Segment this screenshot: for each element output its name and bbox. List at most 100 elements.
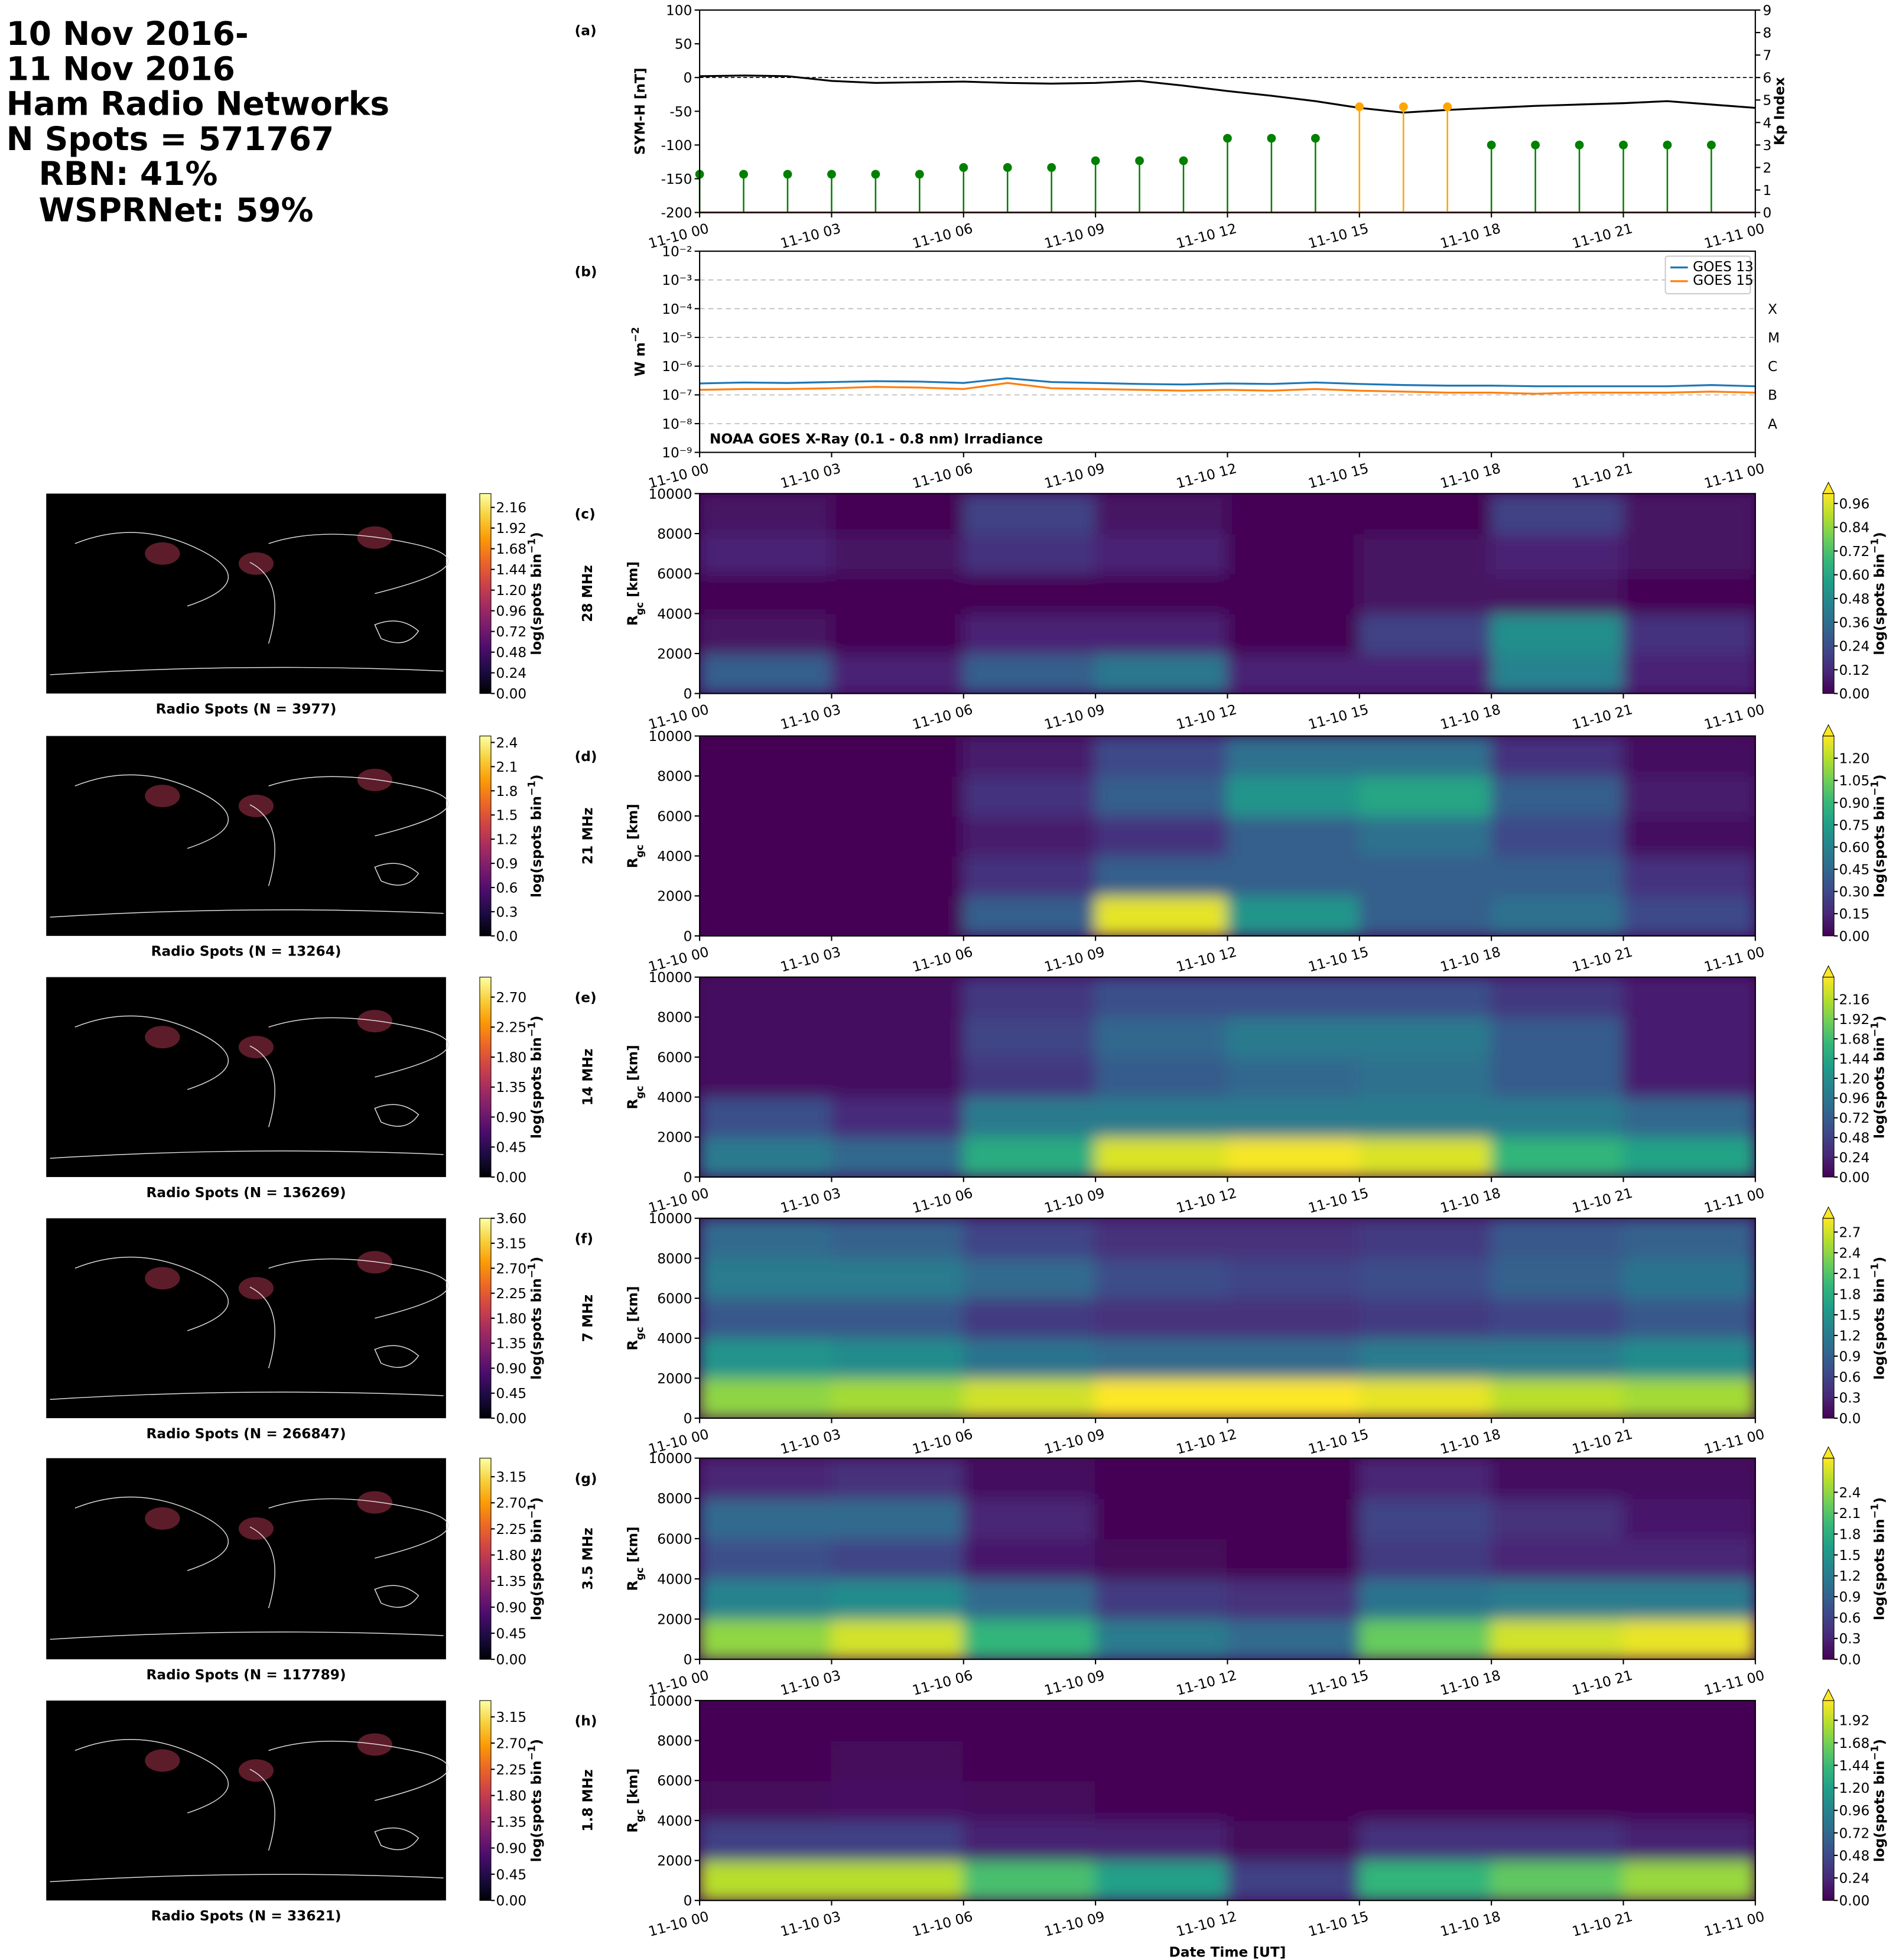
y-tick-label: 8000 — [657, 1733, 692, 1749]
x-tick-label: 11-10 12 — [1175, 1668, 1238, 1699]
x-tick-label: 11-11 00 — [1702, 1185, 1766, 1216]
heatmap-cell — [700, 1780, 833, 1821]
x-tick-label: 11-11 00 — [1702, 1426, 1766, 1458]
colorbar-label-part: −1 — [526, 781, 538, 796]
heatmap-cell — [1227, 775, 1360, 817]
band-label: 7 MHz — [580, 1295, 596, 1342]
heatmap-cell — [962, 895, 1097, 936]
y-tick-label: 0 — [1763, 205, 1772, 221]
heatmap-cell — [1358, 1016, 1492, 1058]
heatmap-cell — [1227, 1257, 1360, 1299]
series-line — [700, 74, 1755, 114]
colorbar-tick-label: 1.8 — [1839, 1287, 1861, 1303]
colorbar-tick-label: 0.75 — [1839, 817, 1870, 833]
heatmap-cell — [962, 1016, 1097, 1058]
colorbar-tick-label: 1.20 — [1839, 1071, 1870, 1087]
stem-marker — [1091, 156, 1100, 165]
heatmap-cell — [831, 1578, 964, 1620]
colorbar-tick-label: 0.24 — [1839, 639, 1870, 655]
y-axis-label-part: gc — [633, 1567, 645, 1580]
heatmap-cell — [831, 613, 964, 655]
y-axis-label-part: [km] — [625, 1286, 640, 1327]
heatmap-cell — [1095, 1257, 1228, 1299]
heatmap-cell — [700, 1056, 833, 1098]
y-axis-label: Rgc [km] — [625, 561, 645, 626]
heatmap-cell — [1227, 1297, 1360, 1339]
heatmap-cell — [1358, 1538, 1492, 1580]
x-tick-label: 11-10 09 — [1043, 1668, 1107, 1699]
colorbar-label-part: −1 — [526, 1022, 538, 1037]
colorbar-tick-label: 0.45 — [496, 1140, 526, 1156]
x-tick-label: 11-10 09 — [1043, 944, 1107, 975]
colorbar-label: log(spots bin−1) — [1869, 1497, 1888, 1620]
map-background — [46, 1700, 446, 1901]
colorbar-tick-label: 0.72 — [1839, 1825, 1870, 1841]
colorbar-tick-label: 0.96 — [1839, 496, 1870, 512]
heatmap-cell — [1622, 1056, 1755, 1098]
colorbar-tick-label: 1.35 — [496, 1574, 526, 1590]
heatmap-cell — [1491, 1819, 1624, 1861]
colorbar-tick-label: 2.25 — [496, 1020, 526, 1036]
colorbar-tick-label: 0.90 — [496, 1110, 526, 1126]
colorbar-tick-label: 0.3 — [1839, 1631, 1861, 1647]
heatmap-cell — [700, 1096, 833, 1138]
x-tick-label: 11-10 12 — [1175, 460, 1238, 492]
heatmap-cell — [1358, 1458, 1492, 1499]
colorbar-label-part: ) — [1872, 774, 1888, 781]
colorbar-label-part: log(spots bin — [529, 1760, 545, 1862]
coastline — [50, 1738, 449, 1883]
heatmap-cell — [1491, 1740, 1624, 1782]
colorbar-tick-label: 0.90 — [496, 1841, 526, 1857]
colorbar-tick-label: 1.8 — [496, 784, 518, 799]
x-tick-label: 11-10 06 — [911, 1909, 974, 1940]
y-tick-label: 8000 — [657, 1010, 692, 1026]
heatmap-cell — [700, 1016, 833, 1058]
heatmap-cell — [962, 1096, 1097, 1138]
colorbar-label-part: −1 — [1869, 538, 1881, 554]
colorbar — [1822, 977, 1835, 1178]
heatmap-cell — [1227, 1136, 1360, 1177]
heatmap-cell — [1227, 736, 1360, 777]
heatmap-cell — [1358, 532, 1492, 574]
heatmap-cell — [700, 1257, 833, 1299]
colorbar-tick-label: 2.4 — [496, 735, 518, 751]
x-tick-label: 11-10 09 — [1043, 701, 1107, 733]
y-axis-label-part: R — [625, 615, 640, 626]
heatmap-cell — [831, 855, 964, 897]
heatmap-cell — [1095, 736, 1228, 777]
y-axis-label-part: gc — [633, 1809, 645, 1822]
colorbar-extend — [1822, 1446, 1835, 1459]
x-tick-label: 11-10 18 — [1439, 1668, 1503, 1699]
x-tick-label: 11-10 15 — [1306, 1426, 1370, 1458]
x-tick-label: 11-10 15 — [1306, 1185, 1370, 1216]
heatmap-cell — [1622, 1218, 1755, 1259]
y-axis-label-part: R — [625, 1580, 640, 1591]
colorbar-tick-label: 0.90 — [496, 1361, 526, 1377]
y-tick-label: -50 — [669, 104, 692, 120]
colorbar-label: log(spots bin−1) — [526, 1739, 545, 1862]
stem-marker — [1399, 102, 1408, 112]
heatmap-cell — [962, 775, 1097, 817]
colorbar-label-part: −1 — [526, 1503, 538, 1519]
heatmap-cell — [962, 1618, 1097, 1660]
map-glow — [145, 1267, 180, 1290]
heatmap-cell — [1622, 573, 1755, 615]
colorbar-tick-label: 0.00 — [496, 1893, 526, 1909]
map-glow — [145, 1507, 180, 1530]
heatmap-cell — [1491, 1337, 1624, 1379]
stem-marker — [915, 170, 924, 179]
heatmap-cell — [1622, 1860, 1755, 1901]
colorbar-tick-label: 2.4 — [1839, 1246, 1861, 1262]
colorbar-tick-label: 2.25 — [496, 1522, 526, 1538]
heatmap-cell — [1491, 736, 1624, 777]
heatmap-cell — [831, 736, 964, 777]
colorbar-label-part: ) — [1872, 1016, 1888, 1022]
heatmap-cell — [1622, 1297, 1755, 1339]
colorbar-tick-label: 3.15 — [496, 1470, 526, 1486]
y-axis-label-part: [km] — [625, 561, 640, 602]
colorbar-tick-label: 1.92 — [1839, 1713, 1870, 1729]
heatmap-cell — [1358, 493, 1492, 535]
y-tick-label: 4000 — [657, 1571, 692, 1587]
heatmap-cell — [1227, 895, 1360, 936]
y-tick-label: 10⁻⁷ — [662, 388, 692, 404]
